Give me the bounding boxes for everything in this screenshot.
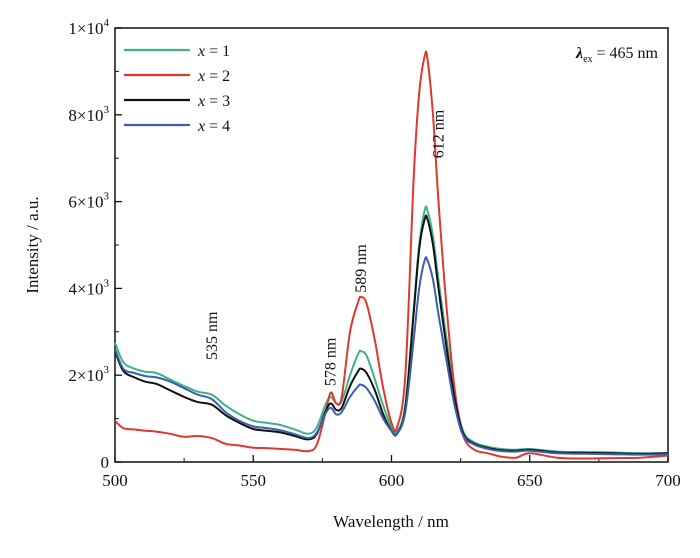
x-tick-label: 650 xyxy=(517,471,543,490)
series-line-x-2 xyxy=(114,50,669,460)
x-axis-title: Wavelength / nm xyxy=(333,512,449,531)
x-tick-label: 700 xyxy=(655,471,681,490)
excitation-subscript: ex xyxy=(583,54,592,65)
peak-annotation: 535 nm xyxy=(204,311,221,360)
excitation-symbol: λ xyxy=(575,45,583,62)
peak-annotations: 535 nm 578 nm 589 nm 612 nm xyxy=(204,109,448,386)
legend: x = 1 x = 2 x = 3 x = 4 xyxy=(124,43,230,135)
series-line-x-1 xyxy=(114,205,669,455)
x-tick-label: 550 xyxy=(241,471,267,490)
legend-label: x = 2 xyxy=(197,68,230,85)
series-line-x-3 xyxy=(114,214,669,455)
series-line-x-4 xyxy=(114,256,669,456)
y-tick-label: 0 xyxy=(101,453,110,472)
y-tick-label: 1×104 xyxy=(68,17,109,38)
series-lines xyxy=(114,50,669,460)
y-axis: 0 2×103 4×103 6×103 8×103 1×104 xyxy=(68,17,122,472)
legend-label: x = 4 xyxy=(197,118,230,135)
x-tick-label: 600 xyxy=(379,471,405,490)
y-axis-title: Intensity / a.u. xyxy=(23,196,42,293)
excitation-value: = 465 nm xyxy=(593,45,659,62)
y-tick-label: 4×103 xyxy=(68,277,109,298)
x-tick-label: 500 xyxy=(102,471,128,490)
legend-label: x = 3 xyxy=(197,93,230,110)
peak-annotation: 589 nm xyxy=(353,244,370,293)
y-tick-label: 8×103 xyxy=(68,104,109,125)
excitation-label: λex = 465 nm xyxy=(575,45,659,65)
y-tick-label: 6×103 xyxy=(68,191,109,212)
x-axis: 500 550 600 650 700 xyxy=(102,455,681,490)
peak-annotation: 612 nm xyxy=(431,109,448,158)
peak-annotation: 578 nm xyxy=(323,337,340,386)
y-tick-label: 2×103 xyxy=(68,364,109,385)
legend-label: x = 1 xyxy=(197,43,230,60)
